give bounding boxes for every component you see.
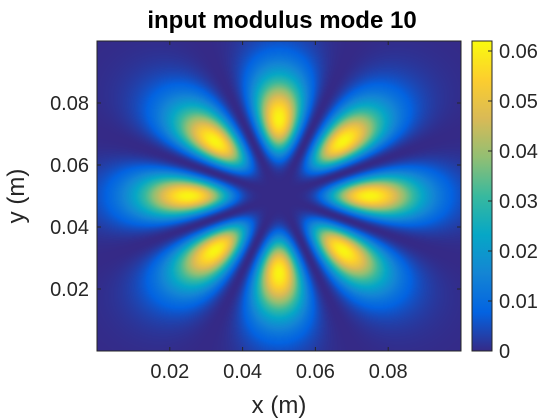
colorbar-ticks: 0 0.01 0.02 0.03 0.04 0.05 0.06 — [488, 41, 538, 363]
y-tick-label: 0.08 — [50, 93, 89, 115]
colorbar: 0 0.01 0.02 0.03 0.04 0.05 0.06 — [471, 40, 538, 363]
colorbar-gradient — [472, 41, 492, 351]
x-axis-ticks: 0.02 0.04 0.06 0.08 — [150, 41, 408, 383]
colorbar-tick-label: 0.06 — [499, 41, 538, 63]
chart-title: input modulus mode 10 — [147, 7, 416, 34]
y-axis-ticks: 0.02 0.04 0.06 0.08 — [50, 93, 461, 301]
x-tick-label: 0.08 — [369, 361, 408, 383]
colorbar-tick-label: 0.03 — [499, 191, 538, 213]
colorbar-tick-label: 0.04 — [499, 141, 538, 163]
y-tick-label: 0.04 — [50, 217, 89, 239]
colorbar-tick-label: 0 — [499, 341, 510, 363]
x-tick-label: 0.02 — [150, 361, 189, 383]
y-tick-label: 0.06 — [50, 155, 89, 177]
plot-frame — [96, 40, 462, 352]
colorbar-frame — [471, 40, 493, 352]
y-axis-label: y (m) — [3, 169, 30, 224]
x-tick-label: 0.04 — [223, 361, 262, 383]
x-tick-label: 0.06 — [296, 361, 335, 383]
x-axis-label: x (m) — [252, 392, 307, 419]
plot-area — [96, 40, 462, 352]
y-tick-label: 0.02 — [50, 279, 89, 301]
heatmap-image — [97, 41, 461, 351]
colorbar-tick-label: 0.01 — [499, 291, 538, 313]
colorbar-tick-label: 0.02 — [499, 241, 538, 263]
colorbar-tick-label: 0.05 — [499, 91, 538, 113]
